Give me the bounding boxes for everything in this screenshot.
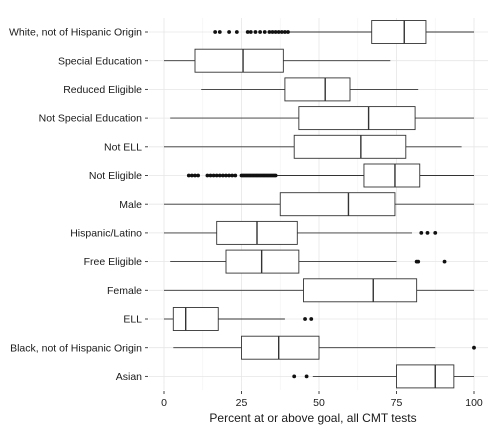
outlier-point xyxy=(258,30,262,34)
category-label: Special Education xyxy=(58,55,142,67)
box-iqr xyxy=(241,335,320,360)
outlier-point xyxy=(227,173,232,178)
outlier-point xyxy=(205,173,210,178)
outlier-point xyxy=(425,231,430,235)
category-label: Hispanic/Latino xyxy=(70,228,142,240)
x-tick-label: 0 xyxy=(161,397,167,409)
outlier-point xyxy=(208,173,213,178)
outlier-point xyxy=(193,173,197,178)
outlier-point xyxy=(270,30,275,34)
box-iqr xyxy=(396,364,455,389)
outlier-point xyxy=(233,173,238,178)
box-iqr xyxy=(363,163,421,188)
category-label: Male xyxy=(119,199,142,211)
outlier-point xyxy=(279,30,284,34)
category-label: Not Eligible xyxy=(89,170,142,182)
outlier-point xyxy=(276,30,281,34)
x-tick-label: 50 xyxy=(313,397,325,409)
box-iqr xyxy=(303,278,418,303)
category-label: Black, not of Hispanic Origin xyxy=(10,342,142,354)
box-iqr xyxy=(225,249,300,274)
box-iqr xyxy=(194,48,284,73)
category-label: Free Eligible xyxy=(84,256,143,268)
x-tick-label: 75 xyxy=(391,397,403,409)
outlier-point xyxy=(221,173,225,178)
category-label: Female xyxy=(107,285,142,297)
outlier-point xyxy=(186,173,191,178)
category-label: ELL xyxy=(123,314,142,326)
category-label: Asian xyxy=(116,371,142,383)
outlier-point xyxy=(283,30,287,34)
outlier-point xyxy=(217,30,222,34)
outlier-point xyxy=(309,317,314,321)
box-iqr xyxy=(371,20,427,44)
outlier-point xyxy=(267,30,272,34)
x-axis-ticks: 0 25 50 75 100 xyxy=(161,391,483,409)
box-iqr xyxy=(298,106,416,131)
outlier-point xyxy=(217,173,222,178)
category-labels: White, not of Hispanic Origin Special Edu… xyxy=(9,27,148,383)
outlier-point xyxy=(442,259,447,264)
category-label: Reduced Eligible xyxy=(63,84,142,96)
outlier-point xyxy=(303,317,307,321)
outlier-point xyxy=(419,231,424,235)
outlier-point xyxy=(230,173,235,178)
outlier-point xyxy=(433,231,438,235)
outlier-point xyxy=(416,259,421,264)
outlier-point xyxy=(292,374,297,379)
outlier-point xyxy=(273,173,278,178)
outlier-point xyxy=(234,30,239,34)
outlier-point xyxy=(286,30,290,34)
outlier-point xyxy=(245,30,250,34)
box-iqr xyxy=(172,307,219,331)
outlier-point xyxy=(214,173,219,178)
outlier-point xyxy=(224,173,228,178)
outlier-point xyxy=(472,345,476,350)
x-tick-label: 100 xyxy=(465,397,483,409)
category-label: White, not of Hispanic Origin xyxy=(9,27,142,39)
x-tick-label: 25 xyxy=(236,397,248,409)
box-iqr xyxy=(279,192,396,217)
box-iqr xyxy=(293,134,407,159)
box-iqr xyxy=(284,77,351,102)
category-label: Not Special Education xyxy=(39,113,142,125)
outlier-point xyxy=(196,173,201,178)
box-layer xyxy=(164,20,476,389)
x-axis-title: Percent at or above goal, all CMT tests xyxy=(209,411,416,425)
category-label: Not ELL xyxy=(104,141,142,153)
outlier-point xyxy=(273,30,278,34)
outlier-point xyxy=(304,374,309,379)
outlier-point xyxy=(253,30,258,34)
outlier-point xyxy=(213,30,218,34)
outlier-point xyxy=(248,30,253,34)
outlier-point xyxy=(211,173,216,178)
outlier-point xyxy=(262,30,267,34)
outlier-point xyxy=(190,173,194,178)
outlier-point xyxy=(227,30,232,34)
